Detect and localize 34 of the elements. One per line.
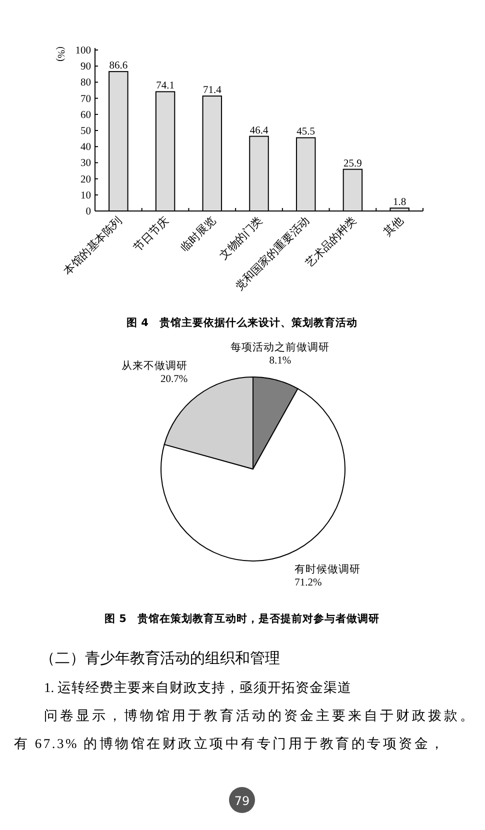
data-label: 8.1% (269, 355, 292, 366)
y-tick-label: 100 (75, 46, 91, 56)
data-label: 45.5 (296, 126, 316, 138)
slice-label: 从来不做调研 (122, 359, 188, 372)
y-tick-label: 90 (80, 62, 91, 73)
data-label: 46.4 (250, 125, 269, 136)
x-tick-label: 其他 (380, 214, 406, 239)
text: 79 (234, 794, 250, 808)
data-label: 71.2% (294, 578, 322, 589)
text: 有 67.3% 的博物馆在财政立项中有专门用于教育的专项资金， (14, 735, 444, 751)
text: 问卷显示，博物馆用于教育活动的资金主要来自于财政拨款。 (44, 707, 474, 723)
text: （二）青少年教育活动的组织和管理 (40, 650, 280, 667)
text: 1. 运转经费主要来自财政支持，亟须开拓资金渠道 (44, 680, 352, 695)
data-label: 20.7% (160, 374, 188, 386)
y-tick-label: 30 (80, 158, 91, 170)
y-tick-label: 50 (80, 126, 91, 137)
text: 图 5 贵馆在策划教育互动时，是否提前对参与者做调研 (104, 612, 380, 625)
data-label: 25.9 (344, 158, 362, 170)
y-axis-title: (%) (55, 46, 66, 62)
data-label: 71.4 (202, 85, 222, 96)
y-tick-label: 70 (80, 94, 91, 105)
y-tick-label: 10 (80, 190, 91, 202)
text: 图 4 贵馆主要依据什么来设计、策划教育活动 (126, 316, 358, 329)
y-tick-label: 20 (80, 174, 91, 186)
slice-label: 每项活动之前做调研 (230, 340, 330, 354)
slice-label: 有时候做调研 (294, 562, 361, 576)
x-tick-label: 临时展览 (178, 214, 218, 254)
data-label: 74.1 (156, 80, 174, 92)
y-tick-label: 60 (80, 110, 91, 121)
x-tick-label: 节日节庆 (131, 214, 172, 254)
data-label: 1.8 (393, 197, 406, 208)
y-tick-label: 40 (80, 142, 91, 154)
y-tick-label: 80 (80, 78, 91, 89)
data-label: 86.6 (109, 60, 128, 72)
